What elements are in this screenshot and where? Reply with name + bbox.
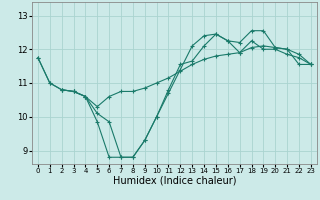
X-axis label: Humidex (Indice chaleur): Humidex (Indice chaleur) <box>113 176 236 186</box>
